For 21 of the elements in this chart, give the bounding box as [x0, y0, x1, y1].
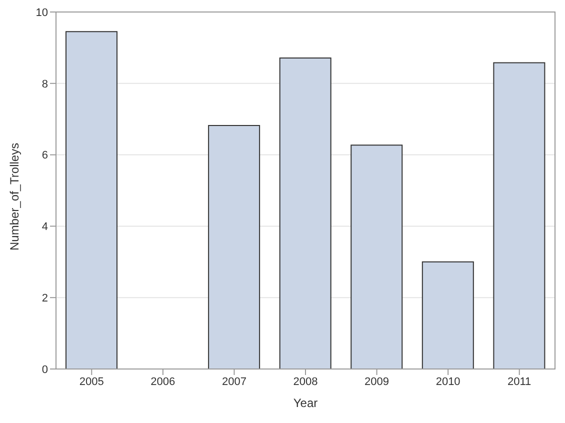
bar	[422, 261, 474, 369]
y-tick-label: 4	[42, 221, 48, 234]
x-tick-label: 2007	[222, 376, 246, 388]
bar	[350, 144, 403, 369]
x-axis-title: Year	[293, 396, 318, 410]
y-tick-label: 0	[42, 364, 48, 376]
bar	[493, 62, 546, 369]
x-tick-label: 2011	[508, 376, 532, 388]
x-tick-label: 2005	[79, 376, 104, 388]
y-tick-label: 10	[36, 6, 48, 19]
y-tick-label: 8	[42, 78, 48, 90]
x-tick-label: 2006	[150, 376, 176, 388]
bar	[65, 31, 118, 369]
x-tick-label: 2010	[436, 376, 460, 388]
x-tick-label: 2008	[293, 376, 318, 388]
bar	[208, 125, 260, 369]
x-tick-label: 2009	[364, 376, 390, 388]
y-axis-title: Number_of_Trolleys	[7, 142, 22, 250]
y-tick-label: 2	[42, 292, 48, 305]
bar	[279, 58, 332, 369]
y-tick-label: 6	[42, 150, 48, 162]
